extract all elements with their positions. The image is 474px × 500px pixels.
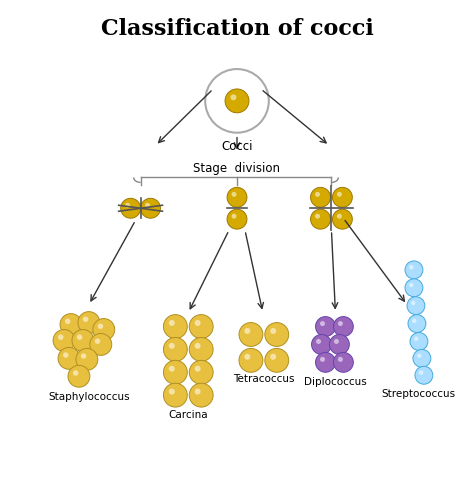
- Circle shape: [231, 214, 237, 218]
- Text: Carcina: Carcina: [168, 410, 208, 420]
- Circle shape: [408, 314, 426, 332]
- Circle shape: [141, 198, 161, 218]
- Circle shape: [245, 328, 250, 334]
- Circle shape: [72, 330, 94, 351]
- Circle shape: [164, 338, 187, 361]
- Circle shape: [239, 322, 263, 346]
- Circle shape: [409, 265, 413, 270]
- Circle shape: [270, 354, 276, 360]
- Circle shape: [169, 366, 175, 372]
- Circle shape: [195, 366, 201, 372]
- Circle shape: [164, 314, 187, 338]
- Circle shape: [334, 339, 339, 344]
- Circle shape: [320, 321, 325, 326]
- Circle shape: [169, 388, 175, 394]
- Circle shape: [73, 370, 78, 376]
- Circle shape: [231, 192, 237, 197]
- Circle shape: [315, 192, 320, 197]
- Circle shape: [205, 69, 269, 132]
- Circle shape: [419, 370, 423, 375]
- Circle shape: [333, 352, 353, 372]
- Circle shape: [315, 214, 320, 218]
- Circle shape: [189, 383, 213, 407]
- Circle shape: [413, 350, 431, 368]
- Circle shape: [164, 360, 187, 384]
- Text: Cocci: Cocci: [221, 140, 253, 152]
- Circle shape: [320, 357, 325, 362]
- Circle shape: [195, 388, 201, 394]
- Circle shape: [316, 339, 321, 344]
- Circle shape: [83, 316, 88, 322]
- Circle shape: [195, 320, 201, 326]
- Text: Stage  division: Stage division: [193, 162, 281, 174]
- Circle shape: [333, 316, 353, 336]
- Circle shape: [164, 383, 187, 407]
- Circle shape: [410, 332, 428, 350]
- Circle shape: [337, 192, 342, 197]
- Circle shape: [417, 354, 421, 358]
- Circle shape: [77, 334, 82, 340]
- Circle shape: [415, 366, 433, 384]
- Circle shape: [169, 320, 175, 326]
- Text: Diplococcus: Diplococcus: [304, 377, 367, 387]
- Circle shape: [65, 318, 71, 324]
- Circle shape: [270, 328, 276, 334]
- Circle shape: [316, 352, 336, 372]
- Circle shape: [78, 312, 100, 334]
- Circle shape: [227, 188, 247, 208]
- Circle shape: [230, 94, 237, 100]
- Circle shape: [414, 336, 419, 341]
- Circle shape: [245, 354, 250, 360]
- Text: Streptococcus: Streptococcus: [382, 389, 456, 399]
- Circle shape: [58, 334, 64, 340]
- Circle shape: [337, 214, 342, 218]
- Circle shape: [93, 318, 115, 340]
- Text: Staphylococcus: Staphylococcus: [48, 392, 130, 402]
- Circle shape: [189, 314, 213, 338]
- Circle shape: [409, 283, 413, 288]
- Circle shape: [68, 366, 90, 387]
- Circle shape: [332, 188, 352, 208]
- Circle shape: [81, 354, 86, 359]
- Circle shape: [169, 343, 175, 349]
- Circle shape: [227, 209, 247, 229]
- Circle shape: [63, 352, 68, 358]
- Circle shape: [76, 348, 98, 370]
- Circle shape: [225, 89, 249, 113]
- Circle shape: [125, 203, 130, 207]
- Circle shape: [189, 360, 213, 384]
- Circle shape: [95, 338, 100, 344]
- Circle shape: [98, 324, 103, 329]
- Text: Classification of cocci: Classification of cocci: [100, 18, 374, 40]
- Text: Tetracoccus: Tetracoccus: [233, 374, 295, 384]
- Circle shape: [310, 188, 330, 208]
- Circle shape: [189, 338, 213, 361]
- Circle shape: [90, 334, 112, 355]
- Circle shape: [316, 316, 336, 336]
- Circle shape: [53, 330, 75, 351]
- Circle shape: [265, 322, 289, 346]
- Circle shape: [145, 203, 150, 207]
- Circle shape: [412, 318, 417, 323]
- Circle shape: [405, 261, 423, 279]
- Circle shape: [405, 279, 423, 296]
- Circle shape: [58, 348, 80, 370]
- Circle shape: [311, 334, 331, 354]
- Circle shape: [411, 301, 416, 305]
- Circle shape: [60, 314, 82, 336]
- Circle shape: [329, 334, 349, 354]
- Circle shape: [338, 357, 343, 362]
- Circle shape: [310, 209, 330, 229]
- Circle shape: [332, 209, 352, 229]
- Circle shape: [338, 321, 343, 326]
- Circle shape: [121, 198, 141, 218]
- Circle shape: [407, 296, 425, 314]
- Circle shape: [239, 348, 263, 372]
- Circle shape: [195, 343, 201, 349]
- Circle shape: [265, 348, 289, 372]
